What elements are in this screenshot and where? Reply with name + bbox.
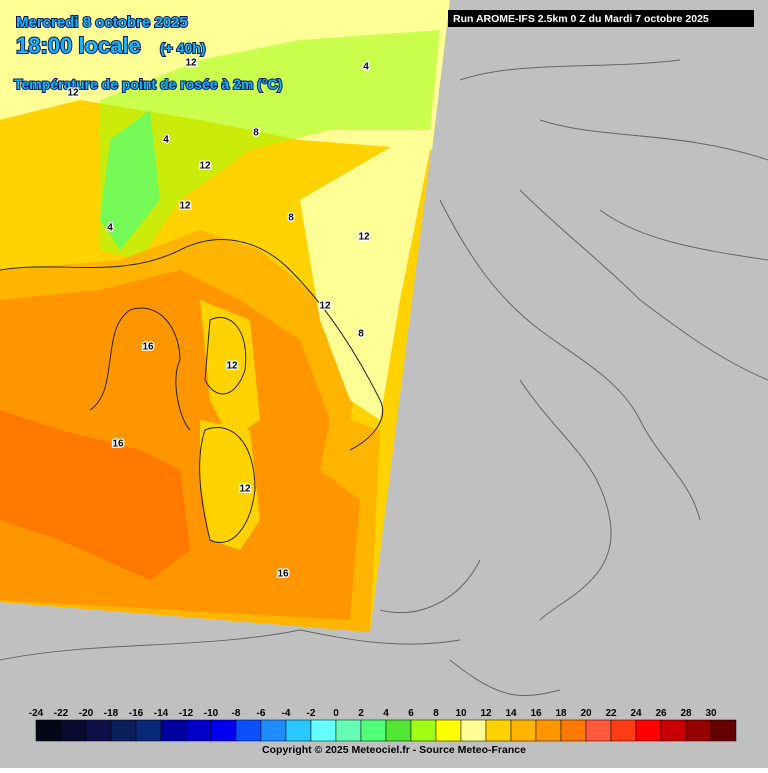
colorbar-label: -18 <box>104 708 119 719</box>
colorbar-swatch <box>285 719 312 742</box>
colorbar-swatch <box>535 719 562 742</box>
model-domain <box>0 0 450 632</box>
colorbar-swatch <box>510 719 537 742</box>
colorbar-swatch <box>260 719 287 742</box>
contour-label: 12 <box>199 161 211 172</box>
colorbar-swatch <box>585 719 612 742</box>
colorbar-swatch <box>135 719 162 742</box>
header-lead: (+ 40h) <box>160 40 206 56</box>
contour-label: 8 <box>253 128 259 139</box>
run-info-box <box>448 10 754 27</box>
colorbar-swatch <box>60 719 87 742</box>
colorbar-label: -6 <box>257 708 266 719</box>
colorbar-swatch <box>635 719 662 742</box>
colorbar-label: 10 <box>455 708 467 719</box>
colorbar-label: 2 <box>358 708 364 719</box>
colorbar-swatch <box>435 719 462 742</box>
colorbar-swatch <box>485 719 512 742</box>
colorbar-label: 16 <box>530 708 542 719</box>
colorbar-label: -4 <box>282 708 291 719</box>
header-date: Mercredi 8 octobre 2025 <box>16 14 188 31</box>
contour-label: 4 <box>363 62 369 73</box>
colorbar-label: 14 <box>505 708 517 719</box>
colorbar-swatch <box>610 719 637 742</box>
colorbar-label: 6 <box>408 708 414 719</box>
colorbar-label: -10 <box>204 708 219 719</box>
contour-label: 12 <box>226 361 238 372</box>
colorbar-label: 22 <box>605 708 617 719</box>
colorbar-label: -22 <box>54 708 69 719</box>
colorbar-swatch <box>210 719 237 742</box>
contour-label: 16 <box>112 439 124 450</box>
colorbar-swatch <box>660 719 687 742</box>
colorbar-swatch <box>410 719 437 742</box>
contour-label: 16 <box>142 342 154 353</box>
colorbar-swatch <box>335 719 362 742</box>
colorbar-swatch <box>710 719 737 742</box>
colorbar-label: -8 <box>232 708 241 719</box>
contour-label: 4 <box>107 223 113 234</box>
colorbar-swatch <box>385 719 412 742</box>
colorbar-label: 26 <box>655 708 667 719</box>
contour-label: 12 <box>67 88 79 99</box>
colorbar-label: -20 <box>79 708 94 719</box>
header-time: 18:00 locale <box>16 33 141 58</box>
contour-label: 12 <box>185 58 197 69</box>
colorbar-swatch <box>560 719 587 742</box>
colorbar-label: 24 <box>630 708 642 719</box>
colorbar-label: 20 <box>580 708 592 719</box>
contour-label: 8 <box>358 329 364 340</box>
contour-label: 16 <box>277 569 289 580</box>
colorbar-swatch <box>685 719 712 742</box>
colorbar-swatch <box>360 719 387 742</box>
contour-label: 12 <box>239 484 251 495</box>
borders <box>0 59 768 697</box>
colorbar-swatch <box>35 719 62 742</box>
colorbar-swatch <box>235 719 262 742</box>
colorbar: -24 -22 -20 -18 -16 -14 -12 -10 -8 -6 -4 -2 0 2 4 6 8 10 1… <box>29 708 737 742</box>
colorbar-label: -12 <box>179 708 194 719</box>
colorbar-label: -16 <box>129 708 144 719</box>
colorbar-label: 8 <box>433 708 439 719</box>
colorbar-label: 12 <box>480 708 492 719</box>
colorbar-label: 28 <box>680 708 692 719</box>
colorbar-swatch <box>160 719 187 742</box>
colorbar-label: -2 <box>307 708 316 719</box>
colorbar-swatch <box>185 719 212 742</box>
contour-label: 8 <box>288 213 294 224</box>
copyright: Copyright © 2025 Meteociel.fr - Source M… <box>262 744 526 756</box>
colorbar-label: 4 <box>383 708 389 719</box>
run-info: Run AROME-IFS 2.5km 0 Z du Mardi 7 octob… <box>453 13 709 25</box>
colorbar-label: 18 <box>555 708 567 719</box>
contour-label: 12 <box>358 232 370 243</box>
contour-label: 4 <box>163 135 169 146</box>
header-parameter: Température de point de rosée à 2m (°C) <box>14 76 282 92</box>
colorbar-swatch <box>85 719 112 742</box>
colorbar-swatch <box>110 719 137 742</box>
coastlines <box>0 239 384 543</box>
colorbar-label: -14 <box>154 708 169 719</box>
colorbar-label: 0 <box>333 708 339 719</box>
colorbar-swatch <box>310 719 337 742</box>
contour-label: 12 <box>179 201 191 212</box>
colorbar-label: 30 <box>705 708 717 719</box>
colorbar-swatch <box>460 719 487 742</box>
colorbar-label: -24 <box>29 708 44 719</box>
contour-label: 12 <box>319 301 331 312</box>
